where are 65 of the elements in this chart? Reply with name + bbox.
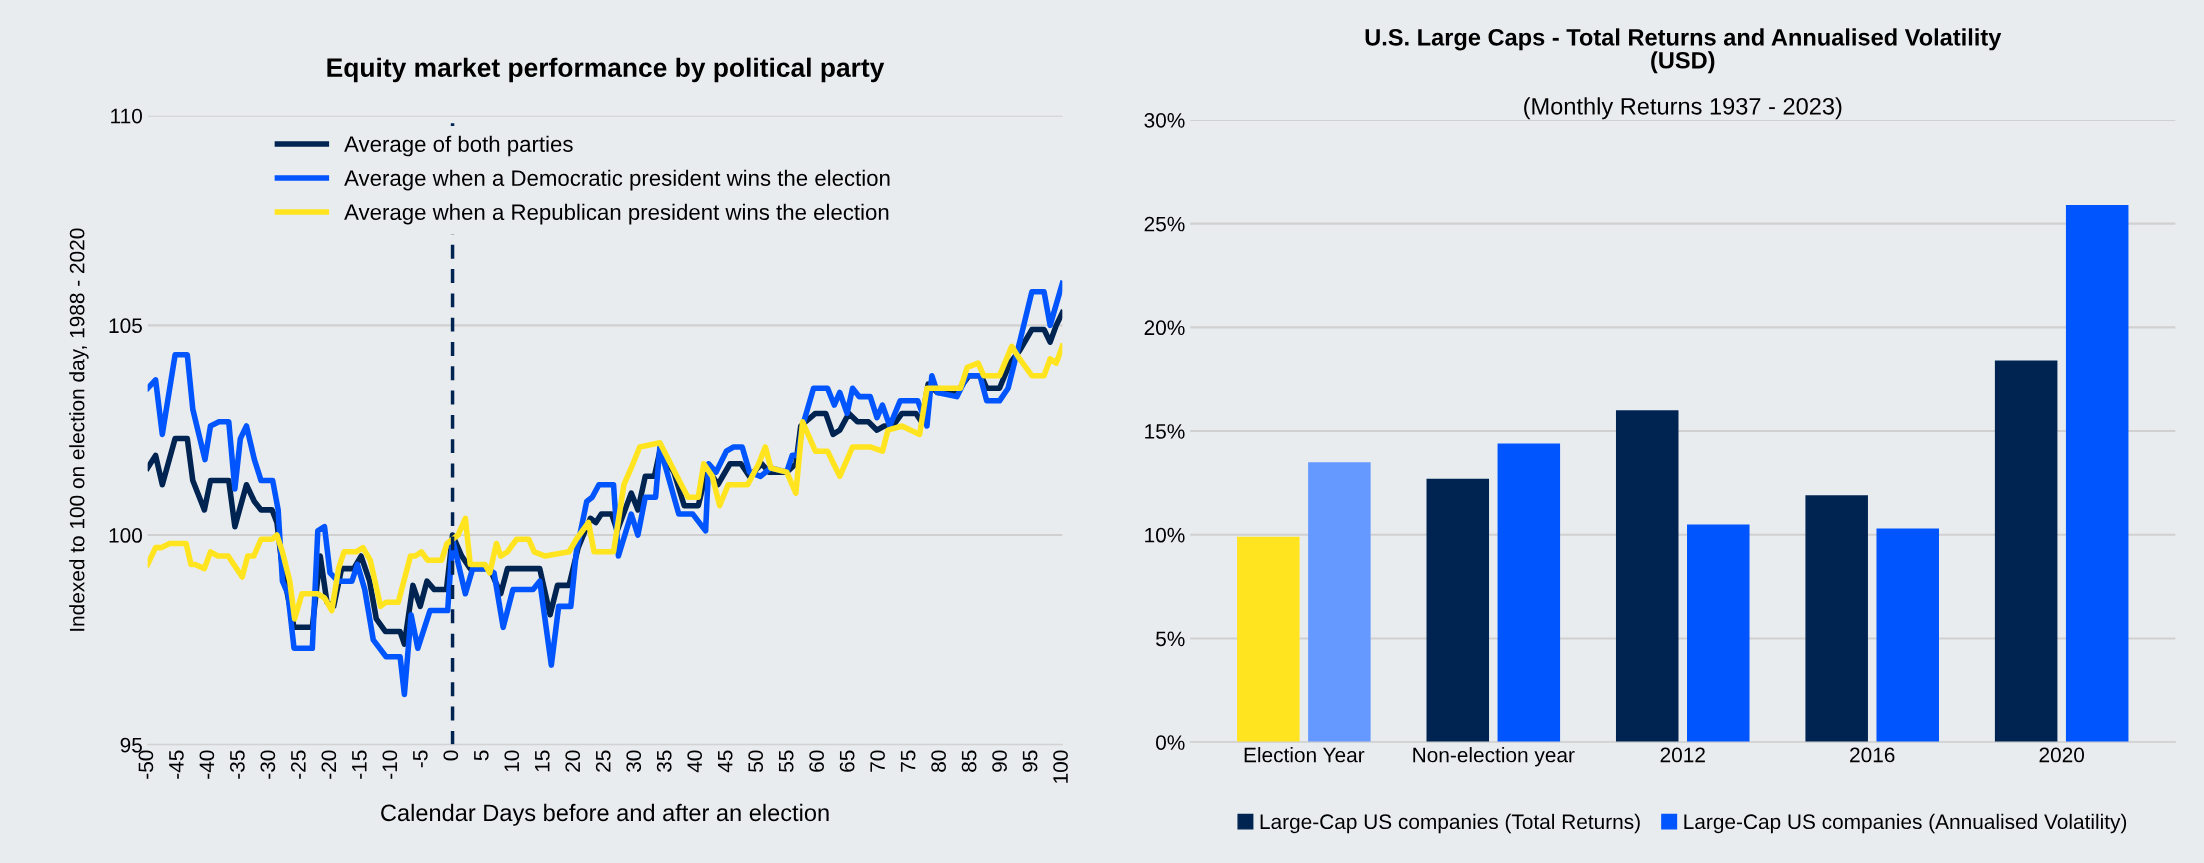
x-tick-label: 10: [504, 750, 520, 772]
x-tick-label: 70: [870, 750, 885, 772]
x-tick-label: -15: [352, 750, 367, 779]
x-tick-label: 15: [535, 750, 550, 772]
x-tick-label: 2020: [2039, 747, 2085, 763]
bar: [1994, 360, 2058, 743]
x-tick-label: 30: [626, 750, 642, 773]
x-tick-label: 95: [1022, 750, 1038, 772]
y-tick-label: 105: [109, 318, 142, 334]
x-tick-label: 80: [931, 750, 946, 772]
x-tick-label: 85: [961, 750, 977, 772]
x-tick-label: -10: [382, 750, 398, 779]
x-tick-label: -5: [413, 750, 428, 768]
x-tick-label: 50: [748, 750, 764, 772]
legend-label: Average when a Democratic president wins the election: [344, 169, 890, 191]
y-tick-label: 100: [109, 528, 142, 543]
bar: [1308, 462, 1371, 743]
x-tick-label: 25: [595, 750, 611, 772]
x-tick-label: 45: [718, 750, 733, 773]
x-tick-label: 90: [992, 750, 1007, 772]
legend-label: Large-Cap US companies (Annualised Volatility): [1684, 813, 2127, 834]
x-tick-label: -25: [290, 750, 306, 779]
x-tick-label: 40: [687, 750, 703, 773]
bar: [2065, 204, 2129, 743]
y-tick-label: 10%: [1145, 527, 1185, 543]
y-tick-label: 20%: [1144, 320, 1185, 336]
x-tick-label: -35: [229, 750, 245, 779]
x-tick-label: Election Year: [1244, 747, 1365, 763]
x-tick-label: 100: [1053, 750, 1068, 783]
x-tick-label: 60: [809, 750, 825, 772]
bar: [1237, 536, 1300, 743]
chart-title: U.S. Large Caps - Total Returns and Annualised Volatility (USD): [1365, 28, 2002, 74]
x-tick-label: 75: [900, 750, 916, 772]
x-tick-label: 55: [778, 750, 794, 772]
bar: [1615, 410, 1679, 743]
x-tick-label: 20: [565, 750, 581, 772]
x-tick-label: -40: [199, 750, 215, 779]
y-axis-title: Indexed to 100 on election day, 1988 - 2020: [69, 228, 89, 631]
legend-label: Average when a Republican president wins the election: [344, 203, 889, 225]
bar: [1497, 443, 1561, 743]
x-tick-label: -45: [169, 750, 184, 779]
y-tick-label: 5%: [1156, 631, 1185, 647]
x-tick-label: Non-election year: [1413, 747, 1575, 767]
y-tick-label: 25%: [1144, 216, 1185, 232]
x-tick-label: -20: [321, 750, 337, 779]
bar: [1805, 495, 1868, 743]
chart-title: Equity market performance by political party: [327, 57, 885, 83]
y-tick-label: 30%: [1144, 112, 1185, 128]
y-tick-label: 110: [111, 108, 142, 124]
x-tick-label: 2012: [1660, 747, 1705, 763]
bar: [1876, 528, 1939, 743]
x-tick-label: 35: [656, 750, 672, 773]
legend-label: Average of both parties: [344, 135, 573, 157]
x-tick-label: 5: [474, 750, 489, 761]
x-tick-label: -30: [260, 750, 276, 779]
y-tick-label: 15%: [1145, 424, 1185, 439]
chart-subtitle: (Monthly Returns 1937 - 2023): [1524, 97, 1842, 120]
bar: [1687, 524, 1750, 743]
bar: [1426, 478, 1490, 743]
y-tick-label: 0%: [1156, 735, 1185, 750]
x-axis-title: Calendar Days before and after an election: [381, 803, 829, 826]
legend-label: Large-Cap US companies (Total Returns): [1260, 813, 1640, 834]
x-tick-label: 65: [839, 750, 855, 772]
x-tick-label: 2016: [1850, 747, 1895, 763]
x-tick-label: 0: [443, 750, 459, 761]
